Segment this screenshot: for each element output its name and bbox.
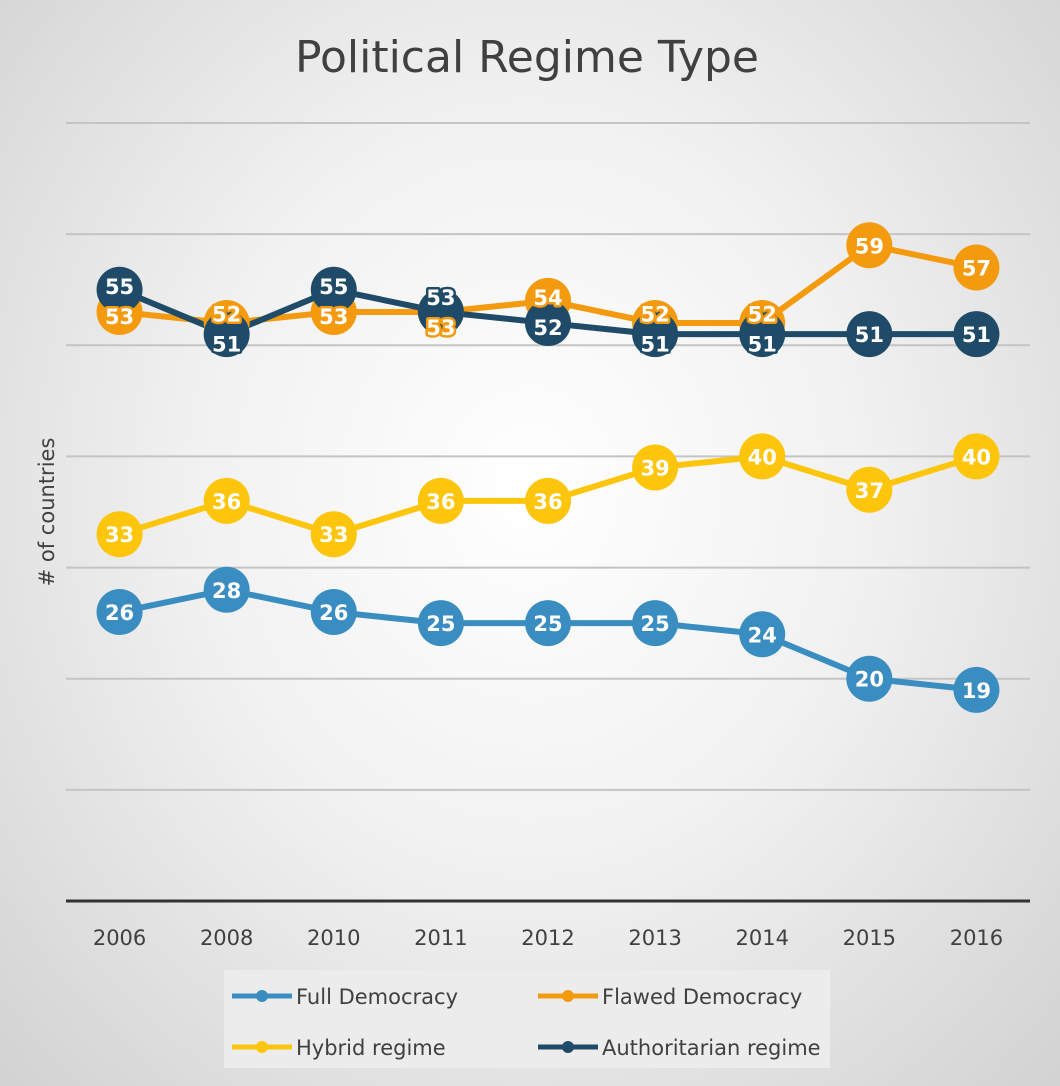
data-label: 20 [855, 668, 884, 692]
data-label: 57 [962, 256, 991, 280]
x-tick-label: 2013 [628, 926, 681, 950]
data-point [417, 288, 464, 335]
legend-marker [256, 1041, 268, 1053]
data-label: 26 [319, 601, 348, 625]
data-point [417, 600, 464, 647]
data-point [739, 611, 786, 658]
data-label: 52 [533, 316, 562, 340]
data-point [96, 589, 143, 636]
x-tick-label: 2012 [521, 926, 574, 950]
data-label: 52 [640, 303, 669, 327]
data-point [846, 655, 893, 702]
x-tick-label: 2016 [950, 926, 1003, 950]
x-tick-label: 2006 [93, 926, 146, 950]
data-point [953, 433, 1000, 480]
legend-marker [562, 990, 574, 1002]
legend [224, 970, 830, 1068]
data-point [310, 511, 357, 558]
chart-title: Political Regime Type [295, 32, 759, 83]
data-label: 28 [212, 579, 241, 603]
data-point [96, 266, 143, 313]
data-label: 36 [426, 490, 455, 514]
legend-label: Authoritarian regime [602, 1036, 821, 1060]
data-label: 54 [533, 286, 562, 310]
data-label: 25 [640, 612, 669, 636]
data-point [632, 311, 679, 358]
legend-label: Hybrid regime [296, 1036, 446, 1060]
data-label: 26 [105, 601, 134, 625]
data-label: 52 [212, 303, 241, 327]
legend-label: Flawed Democracy [602, 985, 802, 1009]
data-point [632, 600, 679, 647]
data-point [310, 266, 357, 313]
data-label: 33 [105, 523, 134, 547]
data-label: 53 [426, 316, 455, 340]
data-label: 25 [533, 612, 562, 636]
data-point [846, 222, 893, 269]
data-point [525, 477, 571, 524]
data-label: 51 [962, 323, 991, 347]
data-point [739, 311, 786, 358]
data-label: 19 [962, 679, 991, 703]
data-label: 39 [640, 457, 669, 481]
data-point [203, 566, 250, 613]
data-label: 51 [640, 333, 669, 357]
data-label: 59 [855, 234, 884, 258]
data-label: 55 [105, 275, 134, 299]
data-point [846, 466, 893, 513]
legend-label: Full Democracy [296, 985, 458, 1009]
data-point [96, 511, 143, 558]
data-label: 52 [748, 303, 777, 327]
data-point [739, 433, 786, 480]
data-label: 51 [748, 333, 777, 357]
data-point [846, 311, 893, 358]
data-point [525, 300, 571, 347]
x-tick-label: 2008 [200, 926, 253, 950]
data-point [417, 477, 464, 524]
data-label: 33 [319, 523, 348, 547]
data-point [203, 311, 250, 358]
data-point [203, 477, 250, 524]
data-point [953, 311, 1000, 358]
data-label: 25 [426, 612, 455, 636]
data-label: 51 [212, 333, 241, 357]
legend-marker [562, 1041, 574, 1053]
y-axis-label: # of countries [35, 438, 59, 587]
legend-marker [256, 990, 268, 1002]
x-tick-label: 2011 [414, 926, 467, 950]
data-label: 51 [855, 323, 884, 347]
data-point [525, 600, 571, 647]
data-point [953, 244, 1000, 291]
data-label: 36 [212, 490, 241, 514]
data-point [953, 666, 1000, 713]
data-point [632, 444, 679, 491]
data-label: 24 [748, 623, 777, 647]
data-label: 40 [748, 445, 777, 469]
data-label: 55 [319, 275, 348, 299]
data-point [310, 589, 357, 636]
data-label: 40 [962, 445, 991, 469]
x-tick-label: 2014 [735, 926, 788, 950]
x-tick-label: 2015 [843, 926, 896, 950]
data-label: 36 [533, 490, 562, 514]
data-label: 37 [855, 479, 884, 503]
data-label: 53 [319, 305, 348, 329]
data-label: 53 [426, 286, 455, 310]
data-label: 53 [105, 305, 134, 329]
x-tick-label: 2010 [307, 926, 360, 950]
